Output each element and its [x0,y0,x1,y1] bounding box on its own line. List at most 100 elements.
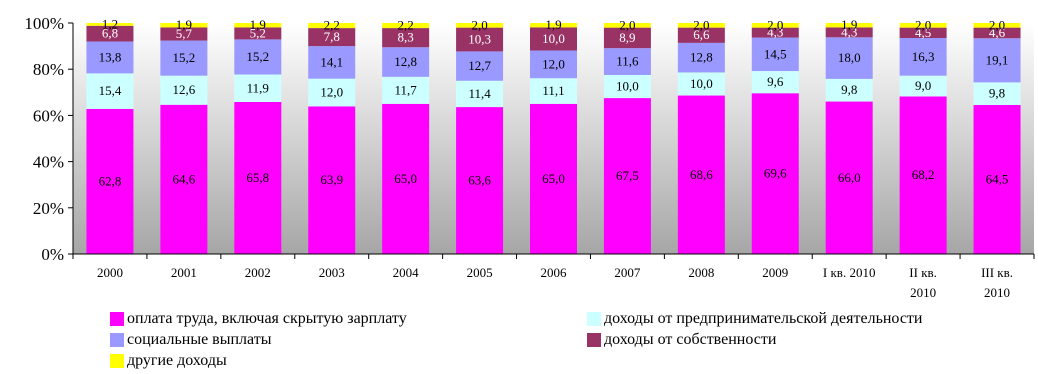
data-label: 11,1 [542,83,564,98]
data-label: 14,5 [764,46,787,61]
data-label: 9,6 [767,74,784,89]
data-label: 10,3 [468,32,491,47]
bar-segment [382,76,430,104]
bar-segment [751,23,799,28]
bar-segment [160,27,208,41]
stacked-bar-chart: 62,815,413,86,81,264,612,615,25,71,965,8… [24,14,1035,300]
data-label: 10,0 [542,31,565,46]
bar-segment [86,41,134,74]
data-label: 9,0 [915,78,931,93]
bar-segment [382,103,430,254]
data-label: 12,6 [173,82,196,97]
data-label: 9,8 [989,86,1005,101]
data-label: 2,2 [324,18,340,33]
bar-segment [160,104,208,255]
x-tick-label: 2004 [393,265,420,280]
bar-segment [160,23,208,28]
data-label: 2,0 [619,17,635,32]
bar-segment [677,72,725,96]
y-tick-label: 60% [33,106,64,125]
bar-segment [603,98,651,254]
bar-segment [751,71,799,94]
legend-swatch [587,312,601,326]
bar-segment [456,23,504,28]
bar-segment [456,51,504,81]
bar-segment [899,38,947,76]
data-label: 2,0 [989,17,1005,32]
bar-segment [308,78,356,107]
data-label: 67,5 [616,168,639,183]
data-label: 5,7 [176,26,193,41]
data-label: 64,5 [986,172,1009,187]
data-label: 10,0 [616,79,639,94]
bar-segment [456,107,504,254]
data-label: 7,8 [324,29,340,44]
bar-segment [86,25,134,42]
bar-segment [456,27,504,52]
bar-segment [825,101,873,254]
bar-segment [751,37,799,72]
data-label: 65,0 [394,171,417,186]
bar-segment [530,27,577,51]
bar-segment [530,23,577,28]
bar-segment [899,27,947,39]
data-label: 13,8 [99,49,122,64]
x-tick-label: III кв. 2010 [981,265,1013,300]
data-label: 1,2 [102,16,118,31]
data-label: 2,0 [915,17,931,32]
legend-item: доходы от собственности [587,331,776,349]
data-label: 65,8 [246,170,269,185]
y-tick-label: 40% [33,153,64,172]
bar-segment [825,27,873,38]
bar-segment [530,78,577,104]
y-tick-label: 20% [33,199,64,218]
bar-segment [899,23,947,28]
data-label: 12,8 [690,50,713,65]
bar-segment [825,37,873,79]
bar-segment [677,23,725,28]
bar-segment [86,73,134,109]
x-tick-label: 2005 [467,265,493,280]
legend-item: другие доходы [110,352,227,370]
bar-segment [382,23,430,29]
bar-segment [677,95,725,254]
y-tick-label: 0% [41,245,64,264]
data-label: 2,0 [471,17,487,32]
bar-segment [382,28,430,48]
data-label: 62,8 [99,173,122,188]
bar-segment [530,50,577,79]
legend-swatch [110,354,124,368]
bar-segment [308,28,356,47]
bar-segment [234,27,282,40]
data-label: 63,6 [468,173,491,188]
bar-segment [973,105,1021,254]
data-label: 11,4 [468,86,491,101]
data-label: 2,0 [693,17,709,32]
legend-item: социальные выплаты [110,331,271,349]
bar-segment [234,102,282,254]
bar-segment [603,74,651,99]
data-label: 9,8 [841,82,857,97]
data-label: 8,3 [398,30,414,45]
bar-segment [234,74,282,102]
x-tick-label: 2007 [614,265,641,280]
bar-segment [603,48,651,75]
bar-segment [677,27,725,43]
bar-segment [160,40,208,76]
data-label: 12,8 [394,54,417,69]
data-label: 19,1 [986,52,1009,67]
bar-segment [677,42,725,73]
x-tick-label: II кв. 2010 [909,265,937,300]
data-label: 15,4 [99,83,122,98]
x-tick-label: 2009 [762,265,788,280]
data-label: 14,1 [320,54,343,69]
legend-label: другие доходы [127,352,227,369]
legend-swatch [110,333,124,347]
x-tick-label: 2003 [319,265,345,280]
data-label: 63,9 [320,172,343,187]
legend-label: доходы от собственности [604,331,777,348]
data-label: 15,2 [246,49,269,64]
bar-segment [308,46,356,79]
data-label: 4,3 [767,25,783,40]
legend-swatch [587,333,601,347]
